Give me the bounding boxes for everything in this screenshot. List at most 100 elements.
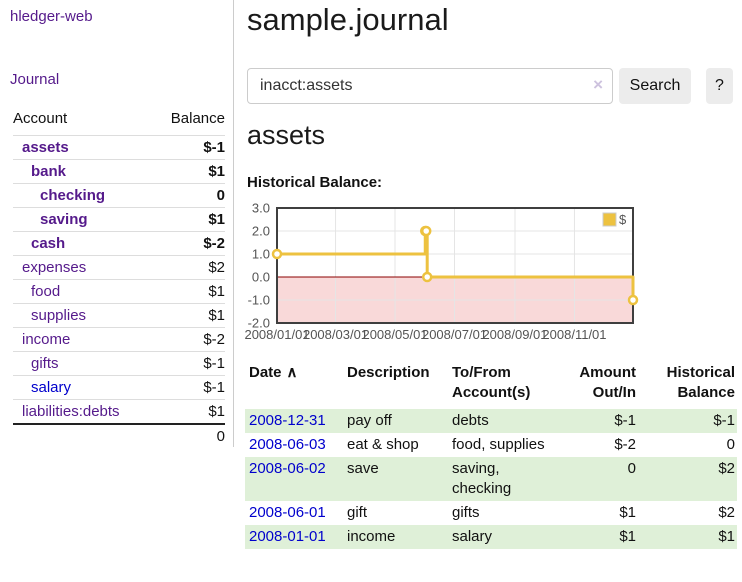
- transaction-date-link[interactable]: 2008-12-31: [249, 412, 326, 429]
- account-link-salary[interactable]: salary: [31, 379, 72, 396]
- accounts-table: Account Balance assets $-1 bank $1 check…: [13, 106, 225, 448]
- transaction-description: pay off: [347, 412, 392, 429]
- account-link-checking[interactable]: checking: [40, 187, 106, 204]
- transaction-account: gifts: [452, 504, 480, 521]
- account-row-food: food $1: [13, 279, 225, 304]
- register-header-amount: Amount Out/In: [579, 364, 636, 401]
- transaction-amount: $1: [619, 504, 636, 521]
- brand-link[interactable]: hledger-web: [10, 8, 93, 25]
- account-balance: $1: [153, 279, 225, 304]
- transaction-account: saving, checking: [452, 460, 512, 497]
- accounts-total-row: 0: [13, 423, 225, 448]
- account-link-assets[interactable]: assets: [22, 139, 69, 156]
- account-balance: 0: [153, 183, 225, 208]
- svg-text:2008/07/01: 2008/07/01: [422, 327, 487, 342]
- account-link-saving[interactable]: saving: [40, 211, 88, 228]
- svg-text:2008/03/01: 2008/03/01: [303, 327, 368, 342]
- account-row-expenses: expenses $2: [13, 255, 225, 280]
- help-button[interactable]: ?: [706, 68, 733, 104]
- account-balance: $-1: [153, 375, 225, 400]
- account-link-cash[interactable]: cash: [31, 235, 66, 252]
- transaction-description: eat & shop: [347, 436, 419, 453]
- svg-text:2.0: 2.0: [252, 224, 270, 239]
- transaction-description: gift: [347, 504, 368, 521]
- svg-text:-1.0: -1.0: [248, 293, 270, 308]
- register-header-row: Date ∧ Description To/From Account(s) Amo…: [245, 361, 737, 409]
- transaction-account: debts: [452, 412, 489, 429]
- historical-balance-chart: 3.0 2.0 1.0 0.0 -1.0 -2.0 2008/01/01 2008/03/01…: [244, 201, 742, 348]
- register-header-date[interactable]: Date ∧: [249, 364, 298, 381]
- transaction-description: income: [347, 528, 396, 545]
- account-row-liabilities-debts: liabilities:debts $1: [13, 399, 225, 424]
- account-balance: $1: [153, 399, 225, 424]
- transaction-amount: $-1: [614, 412, 636, 429]
- register-row: 2008-06-03 eat & shop food, supplies $-2…: [245, 433, 737, 457]
- register-header-description: Description: [347, 364, 430, 381]
- account-balance: $-2: [153, 327, 225, 352]
- svg-text:2008/01/01: 2008/01/01: [244, 327, 309, 342]
- register-row: 2008-12-31 pay off debts $-1 $-1: [245, 409, 737, 433]
- account-row-gifts: gifts $-1: [13, 351, 225, 376]
- page-title: sample.journal: [247, 2, 449, 37]
- account-row-checking: checking 0: [13, 183, 225, 208]
- transaction-amount: 0: [627, 460, 636, 477]
- account-row-supplies: supplies $1: [13, 303, 225, 328]
- svg-text:2008/11/01: 2008/11/01: [542, 327, 606, 342]
- account-link-gifts[interactable]: gifts: [31, 355, 59, 372]
- chart-canvas: 3.0 2.0 1.0 0.0 -1.0 -2.02008/01/012008/03/01…: [244, 201, 639, 342]
- transaction-date-link[interactable]: 2008-01-01: [249, 528, 326, 545]
- svg-text:3.0: 3.0: [252, 201, 270, 216]
- svg-text:0.0: 0.0: [252, 270, 270, 285]
- account-link-expenses[interactable]: expenses: [22, 259, 87, 276]
- register-header-account: To/From Account(s): [452, 364, 531, 401]
- transaction-balance: 0: [726, 436, 735, 453]
- account-balance: $1: [153, 303, 225, 328]
- accounts-header-balance: Balance: [170, 110, 225, 127]
- account-row-cash: cash $-2: [13, 231, 225, 256]
- account-balance: $1: [153, 207, 225, 232]
- account-link-bank[interactable]: bank: [31, 163, 67, 180]
- transaction-account: salary: [452, 528, 493, 545]
- account-page-title: assets: [247, 120, 326, 150]
- accounts-header-account: Account: [13, 110, 68, 127]
- search-box: ×: [247, 68, 613, 104]
- main-content: sample.journal × Search ? assets Histori…: [244, 0, 742, 582]
- svg-text:2008/09/01: 2008/09/01: [482, 327, 547, 342]
- account-link-supplies[interactable]: supplies: [31, 307, 87, 324]
- account-link-income[interactable]: income: [22, 331, 71, 348]
- chart-label: Historical Balance:: [247, 174, 383, 191]
- transaction-amount: $1: [619, 528, 636, 545]
- account-row-bank: bank $1: [13, 159, 225, 184]
- register-row: 2008-06-02 save saving, checking 0 $2: [245, 457, 737, 501]
- search-button[interactable]: Search: [619, 68, 691, 104]
- transaction-date-link[interactable]: 2008-06-03: [249, 436, 326, 453]
- account-balance: $2: [153, 255, 225, 280]
- transaction-balance: $1: [718, 528, 735, 545]
- account-balance: $-2: [153, 231, 225, 256]
- clear-search-icon[interactable]: ×: [593, 75, 603, 94]
- sort-asc-icon: ∧: [286, 364, 298, 381]
- transaction-date-link[interactable]: 2008-06-01: [249, 504, 326, 521]
- account-row-income: income $-2: [13, 327, 225, 352]
- register-header-balance: Historical Balance: [666, 364, 735, 401]
- transaction-amount: $-2: [614, 436, 636, 453]
- svg-text:2008/05/01: 2008/05/01: [362, 327, 427, 342]
- transaction-balance: $2: [718, 460, 735, 477]
- register-table: Date ∧ Description To/From Account(s) Amo…: [245, 361, 737, 549]
- accounts-total-value: 0: [153, 423, 225, 448]
- account-row-saving: saving $1: [13, 207, 225, 232]
- account-balance: $-1: [153, 351, 225, 376]
- register-row: 2008-01-01 income salary $1 $1: [245, 525, 737, 549]
- sidebar-item-journal[interactable]: Journal: [10, 71, 60, 88]
- transaction-description: save: [347, 460, 379, 477]
- register-row: 2008-06-01 gift gifts $1 $2: [245, 501, 737, 525]
- transaction-date-link[interactable]: 2008-06-02: [249, 460, 326, 477]
- account-balance: $-1: [153, 135, 225, 160]
- account-link-food[interactable]: food: [31, 283, 61, 300]
- transaction-balance: $-1: [713, 412, 735, 429]
- search-input[interactable]: [247, 68, 613, 104]
- account-link-liabilities-debts[interactable]: liabilities:debts: [22, 403, 120, 420]
- sidebar: hledger-web Journal Account Balance asse…: [0, 0, 234, 448]
- account-balance: $1: [153, 159, 225, 184]
